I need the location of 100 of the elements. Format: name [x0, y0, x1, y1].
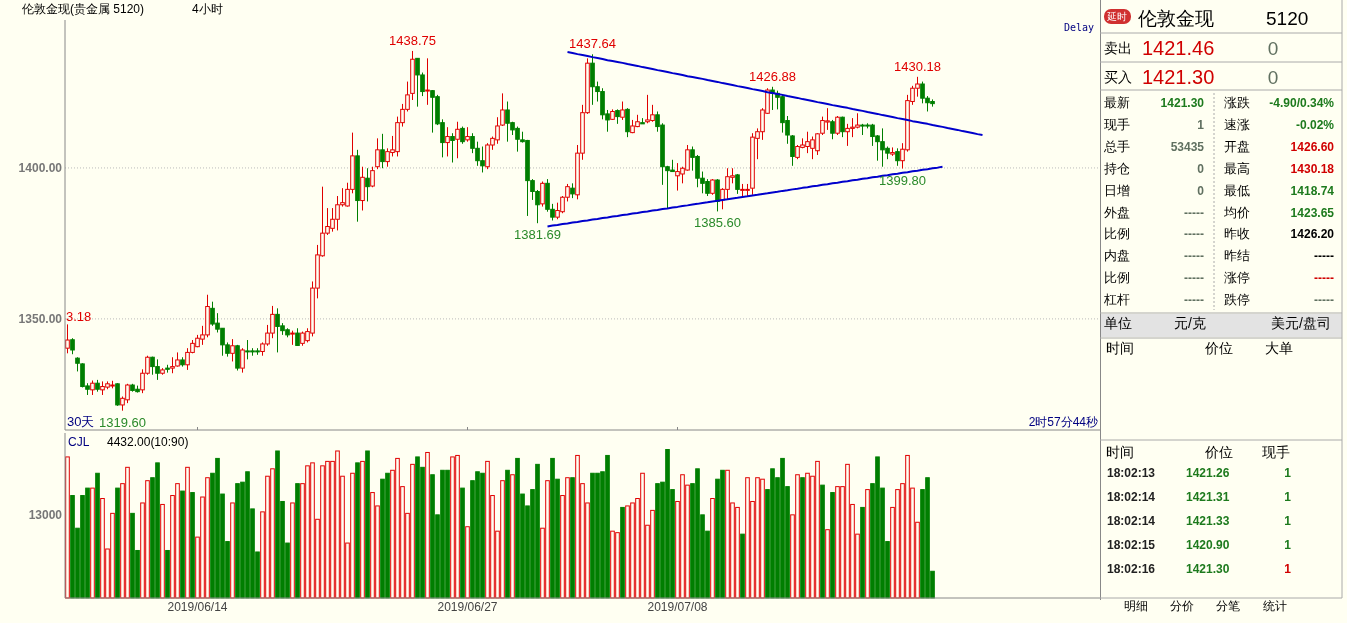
- text: 1: [1284, 466, 1292, 480]
- text: 1421.30: [1142, 66, 1215, 88]
- bar: [740, 533, 745, 599]
- candlestick: [625, 107, 630, 138]
- candlestick: [445, 126, 450, 157]
- text: -----: [1314, 293, 1334, 308]
- bar: [460, 487, 465, 599]
- text: 涨跌: [1224, 95, 1250, 110]
- candlestick: [830, 119, 835, 140]
- text: 53435: [1170, 139, 1205, 154]
- candlestick: [425, 57, 430, 106]
- text: 1421.26: [1186, 466, 1230, 480]
- bar: [710, 498, 715, 599]
- bar: [160, 503, 165, 599]
- text: 均价: [1223, 204, 1250, 220]
- text: 1: [1284, 490, 1292, 504]
- text: 1420.90: [1186, 538, 1230, 552]
- candlestick: [240, 347, 245, 374]
- bar: [230, 502, 235, 599]
- text: -----: [1184, 205, 1204, 220]
- bar: [830, 492, 835, 599]
- text: 1430.18: [1290, 161, 1335, 176]
- bar: [95, 472, 100, 599]
- line-series: [546, 165, 944, 228]
- y-tick-label: 1400.00: [18, 160, 63, 175]
- text: 外盘: [1104, 204, 1130, 220]
- text: 分笔: [1216, 599, 1240, 613]
- text: 昨收: [1224, 226, 1250, 242]
- text: 买入: [1104, 69, 1132, 85]
- candlestick: [360, 166, 365, 212]
- text: 1426.60: [1290, 139, 1335, 154]
- text: 1426.20: [1290, 227, 1335, 242]
- x-tick-label: 2019/06/14: [167, 600, 228, 614]
- bar: [90, 487, 95, 599]
- text: -----: [1314, 271, 1334, 286]
- text: 伦敦金现: [1138, 8, 1214, 29]
- text: 0: [1197, 161, 1205, 176]
- bar: [510, 474, 515, 599]
- annotation: 3.18: [66, 309, 92, 325]
- bar: [465, 526, 470, 599]
- bar: [620, 506, 625, 599]
- bar: [115, 487, 120, 599]
- text: 最低: [1224, 182, 1250, 198]
- chart-title: 伦敦金现(贵金属 5120): [22, 2, 145, 16]
- text: -----: [1184, 293, 1204, 308]
- candlestick: [715, 178, 720, 212]
- text: 18:02:16: [1107, 562, 1156, 576]
- bar: [355, 462, 360, 599]
- text: 美元/盘司: [1271, 315, 1331, 331]
- text: -----: [1184, 271, 1204, 286]
- text: 最新: [1104, 95, 1130, 110]
- bar: [570, 477, 575, 599]
- annotation: 1426.88: [749, 68, 796, 84]
- bar: [360, 460, 365, 599]
- text: 1: [1284, 514, 1292, 528]
- candlestick: [65, 323, 70, 354]
- candlestick: [115, 382, 120, 407]
- text: -0.02%: [1295, 117, 1335, 132]
- bar: [865, 489, 870, 599]
- text: 现手: [1104, 116, 1130, 132]
- annotation: 1438.75: [389, 32, 436, 48]
- annotation: 2时57分44秒: [1028, 415, 1098, 429]
- annotation: 1430.18: [894, 58, 941, 74]
- text: 速涨: [1224, 116, 1250, 132]
- text: -----: [1184, 227, 1204, 242]
- text: 1421.46: [1142, 37, 1215, 59]
- candlestick: [835, 115, 840, 136]
- text: 日增: [1104, 182, 1130, 198]
- candlestick: [380, 133, 385, 169]
- annotation: 1319.60: [99, 414, 146, 430]
- text: 18:02:14: [1107, 490, 1156, 504]
- candlestick: [375, 137, 380, 170]
- bar: [165, 549, 170, 599]
- text: 总手: [1103, 138, 1130, 154]
- bar: [190, 492, 195, 599]
- text: 最高: [1224, 160, 1250, 176]
- text: -4.90/0.34%: [1269, 96, 1335, 110]
- text: 1418.74: [1290, 183, 1335, 198]
- bar: [505, 469, 510, 599]
- text: 延时: [1106, 11, 1127, 22]
- text: 1: [1197, 117, 1205, 132]
- text: 统计: [1263, 599, 1287, 613]
- candlestick: [620, 101, 625, 121]
- text: 18:02:15: [1107, 538, 1156, 552]
- text: 0: [1267, 38, 1279, 59]
- text: 1421.33: [1186, 514, 1230, 528]
- line-series: [566, 51, 984, 137]
- x-tick-label: 2019/06/27: [437, 600, 498, 614]
- text: 持仓: [1104, 160, 1130, 176]
- text: -----: [1184, 249, 1204, 264]
- text: 元/克: [1174, 315, 1206, 331]
- annotation: 1385.60: [694, 215, 741, 231]
- text: 昨结: [1224, 248, 1250, 264]
- text: 0: [1197, 183, 1205, 198]
- bar: [180, 490, 185, 599]
- bar: [860, 506, 865, 599]
- text: 内盘: [1104, 248, 1130, 264]
- bar: [425, 451, 430, 599]
- bar: [820, 484, 825, 599]
- text: 杠杆: [1103, 292, 1130, 308]
